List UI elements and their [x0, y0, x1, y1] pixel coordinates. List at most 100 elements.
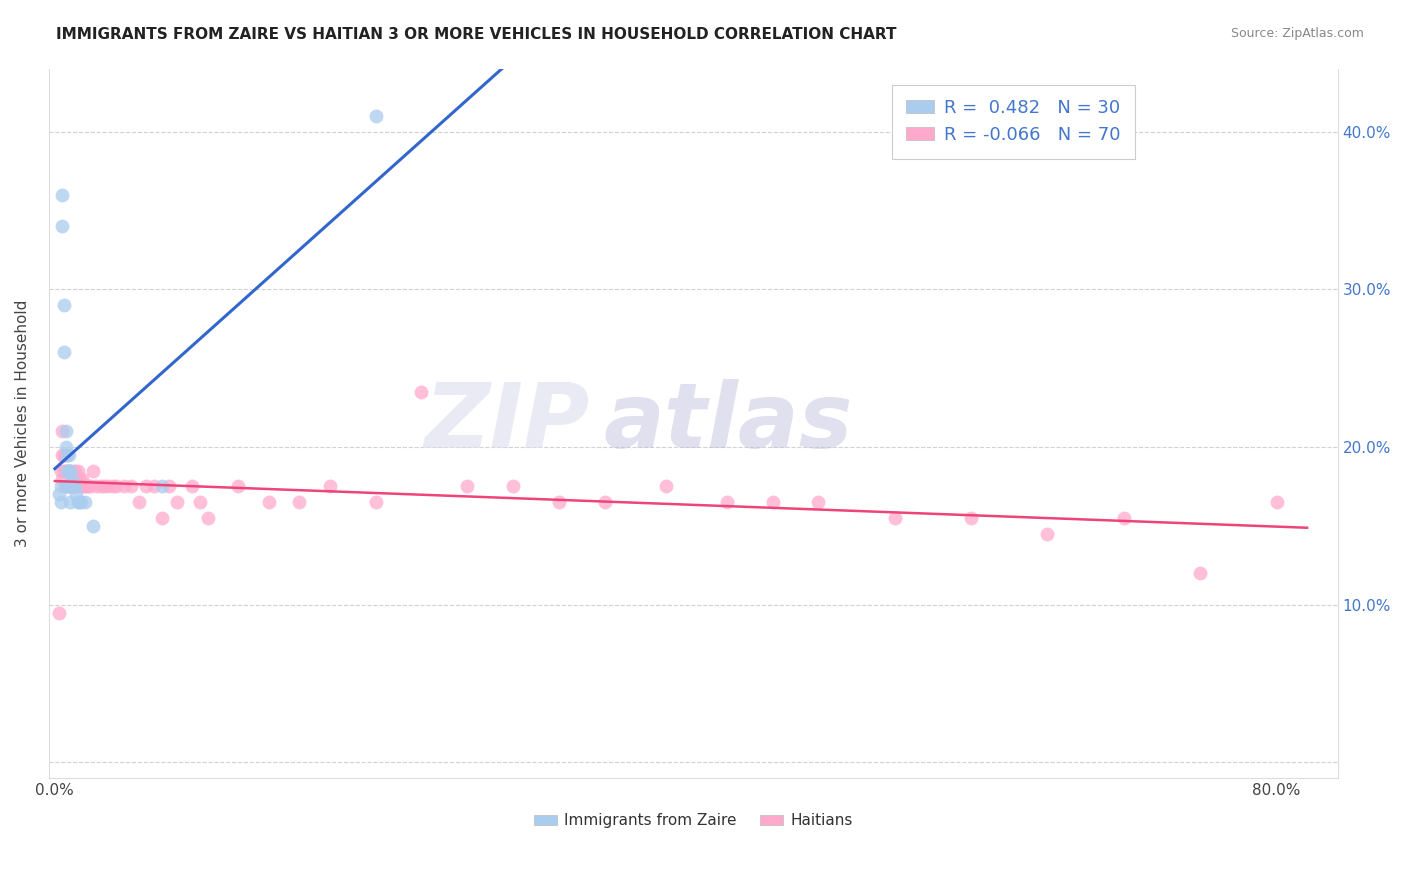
Point	[135, 479, 157, 493]
Point	[56, 479, 79, 493]
Point	[58, 464, 80, 478]
Point	[112, 479, 135, 493]
Point	[51, 448, 73, 462]
Point	[66, 495, 89, 509]
Point	[63, 464, 86, 478]
Point	[60, 479, 83, 493]
Y-axis label: 3 or more Vehicles in Household: 3 or more Vehicles in Household	[15, 300, 30, 547]
Point	[960, 511, 983, 525]
Point	[69, 479, 91, 493]
Point	[51, 219, 73, 234]
Legend: Immigrants from Zaire, Haitians: Immigrants from Zaire, Haitians	[527, 807, 859, 834]
Point	[143, 479, 166, 493]
Point	[60, 464, 83, 478]
Point	[364, 109, 387, 123]
Point	[364, 495, 387, 509]
Point	[63, 479, 86, 493]
Point	[128, 495, 150, 509]
Point	[51, 187, 73, 202]
Point	[1112, 511, 1135, 525]
Text: atlas: atlas	[603, 379, 852, 467]
Point	[65, 472, 87, 486]
Point	[104, 479, 127, 493]
Point	[59, 479, 82, 493]
Point	[60, 479, 83, 493]
Point	[49, 495, 72, 509]
Text: Source: ZipAtlas.com: Source: ZipAtlas.com	[1230, 27, 1364, 40]
Point	[55, 448, 77, 462]
Point	[66, 464, 89, 478]
Point	[53, 448, 76, 462]
Point	[883, 511, 905, 525]
Point	[55, 464, 77, 478]
Point	[547, 495, 569, 509]
Point	[56, 479, 79, 493]
Point	[59, 479, 82, 493]
Point	[51, 424, 73, 438]
Point	[53, 464, 76, 478]
Point	[76, 479, 98, 493]
Point	[56, 464, 79, 478]
Point	[654, 479, 676, 493]
Point	[55, 440, 77, 454]
Point	[150, 479, 173, 493]
Point	[56, 448, 79, 462]
Point	[77, 479, 100, 493]
Point	[84, 479, 107, 493]
Point	[60, 472, 83, 486]
Point	[79, 479, 101, 493]
Point	[1265, 495, 1288, 509]
Point	[59, 495, 82, 509]
Point	[157, 479, 180, 493]
Point	[67, 472, 90, 486]
Point	[82, 519, 104, 533]
Point	[257, 495, 280, 509]
Point	[72, 472, 94, 486]
Point	[58, 479, 80, 493]
Point	[49, 479, 72, 493]
Point	[807, 495, 830, 509]
Point	[73, 479, 96, 493]
Point	[319, 479, 342, 493]
Point	[411, 384, 433, 399]
Point	[762, 495, 785, 509]
Point	[197, 511, 219, 525]
Point	[502, 479, 524, 493]
Point	[288, 495, 311, 509]
Point	[181, 479, 204, 493]
Point	[48, 606, 70, 620]
Point	[66, 479, 89, 493]
Point	[93, 479, 115, 493]
Point	[82, 464, 104, 478]
Point	[69, 495, 91, 509]
Point	[75, 479, 97, 493]
Point	[55, 424, 77, 438]
Point	[226, 479, 249, 493]
Point	[188, 495, 211, 509]
Point	[58, 479, 80, 493]
Point	[62, 479, 84, 493]
Point	[456, 479, 478, 493]
Point	[58, 464, 80, 478]
Point	[75, 495, 97, 509]
Point	[1036, 526, 1059, 541]
Point	[53, 298, 76, 312]
Point	[56, 464, 79, 478]
Point	[49, 464, 72, 478]
Point	[62, 472, 84, 486]
Point	[101, 479, 124, 493]
Point	[1189, 566, 1212, 581]
Point	[58, 448, 80, 462]
Point	[59, 464, 82, 478]
Point	[716, 495, 738, 509]
Point	[65, 487, 87, 501]
Point	[166, 495, 188, 509]
Point	[120, 479, 142, 493]
Point	[90, 479, 112, 493]
Point	[67, 495, 90, 509]
Point	[53, 345, 76, 359]
Point	[593, 495, 616, 509]
Point	[55, 479, 77, 493]
Text: ZIP: ZIP	[425, 379, 591, 467]
Point	[51, 472, 73, 486]
